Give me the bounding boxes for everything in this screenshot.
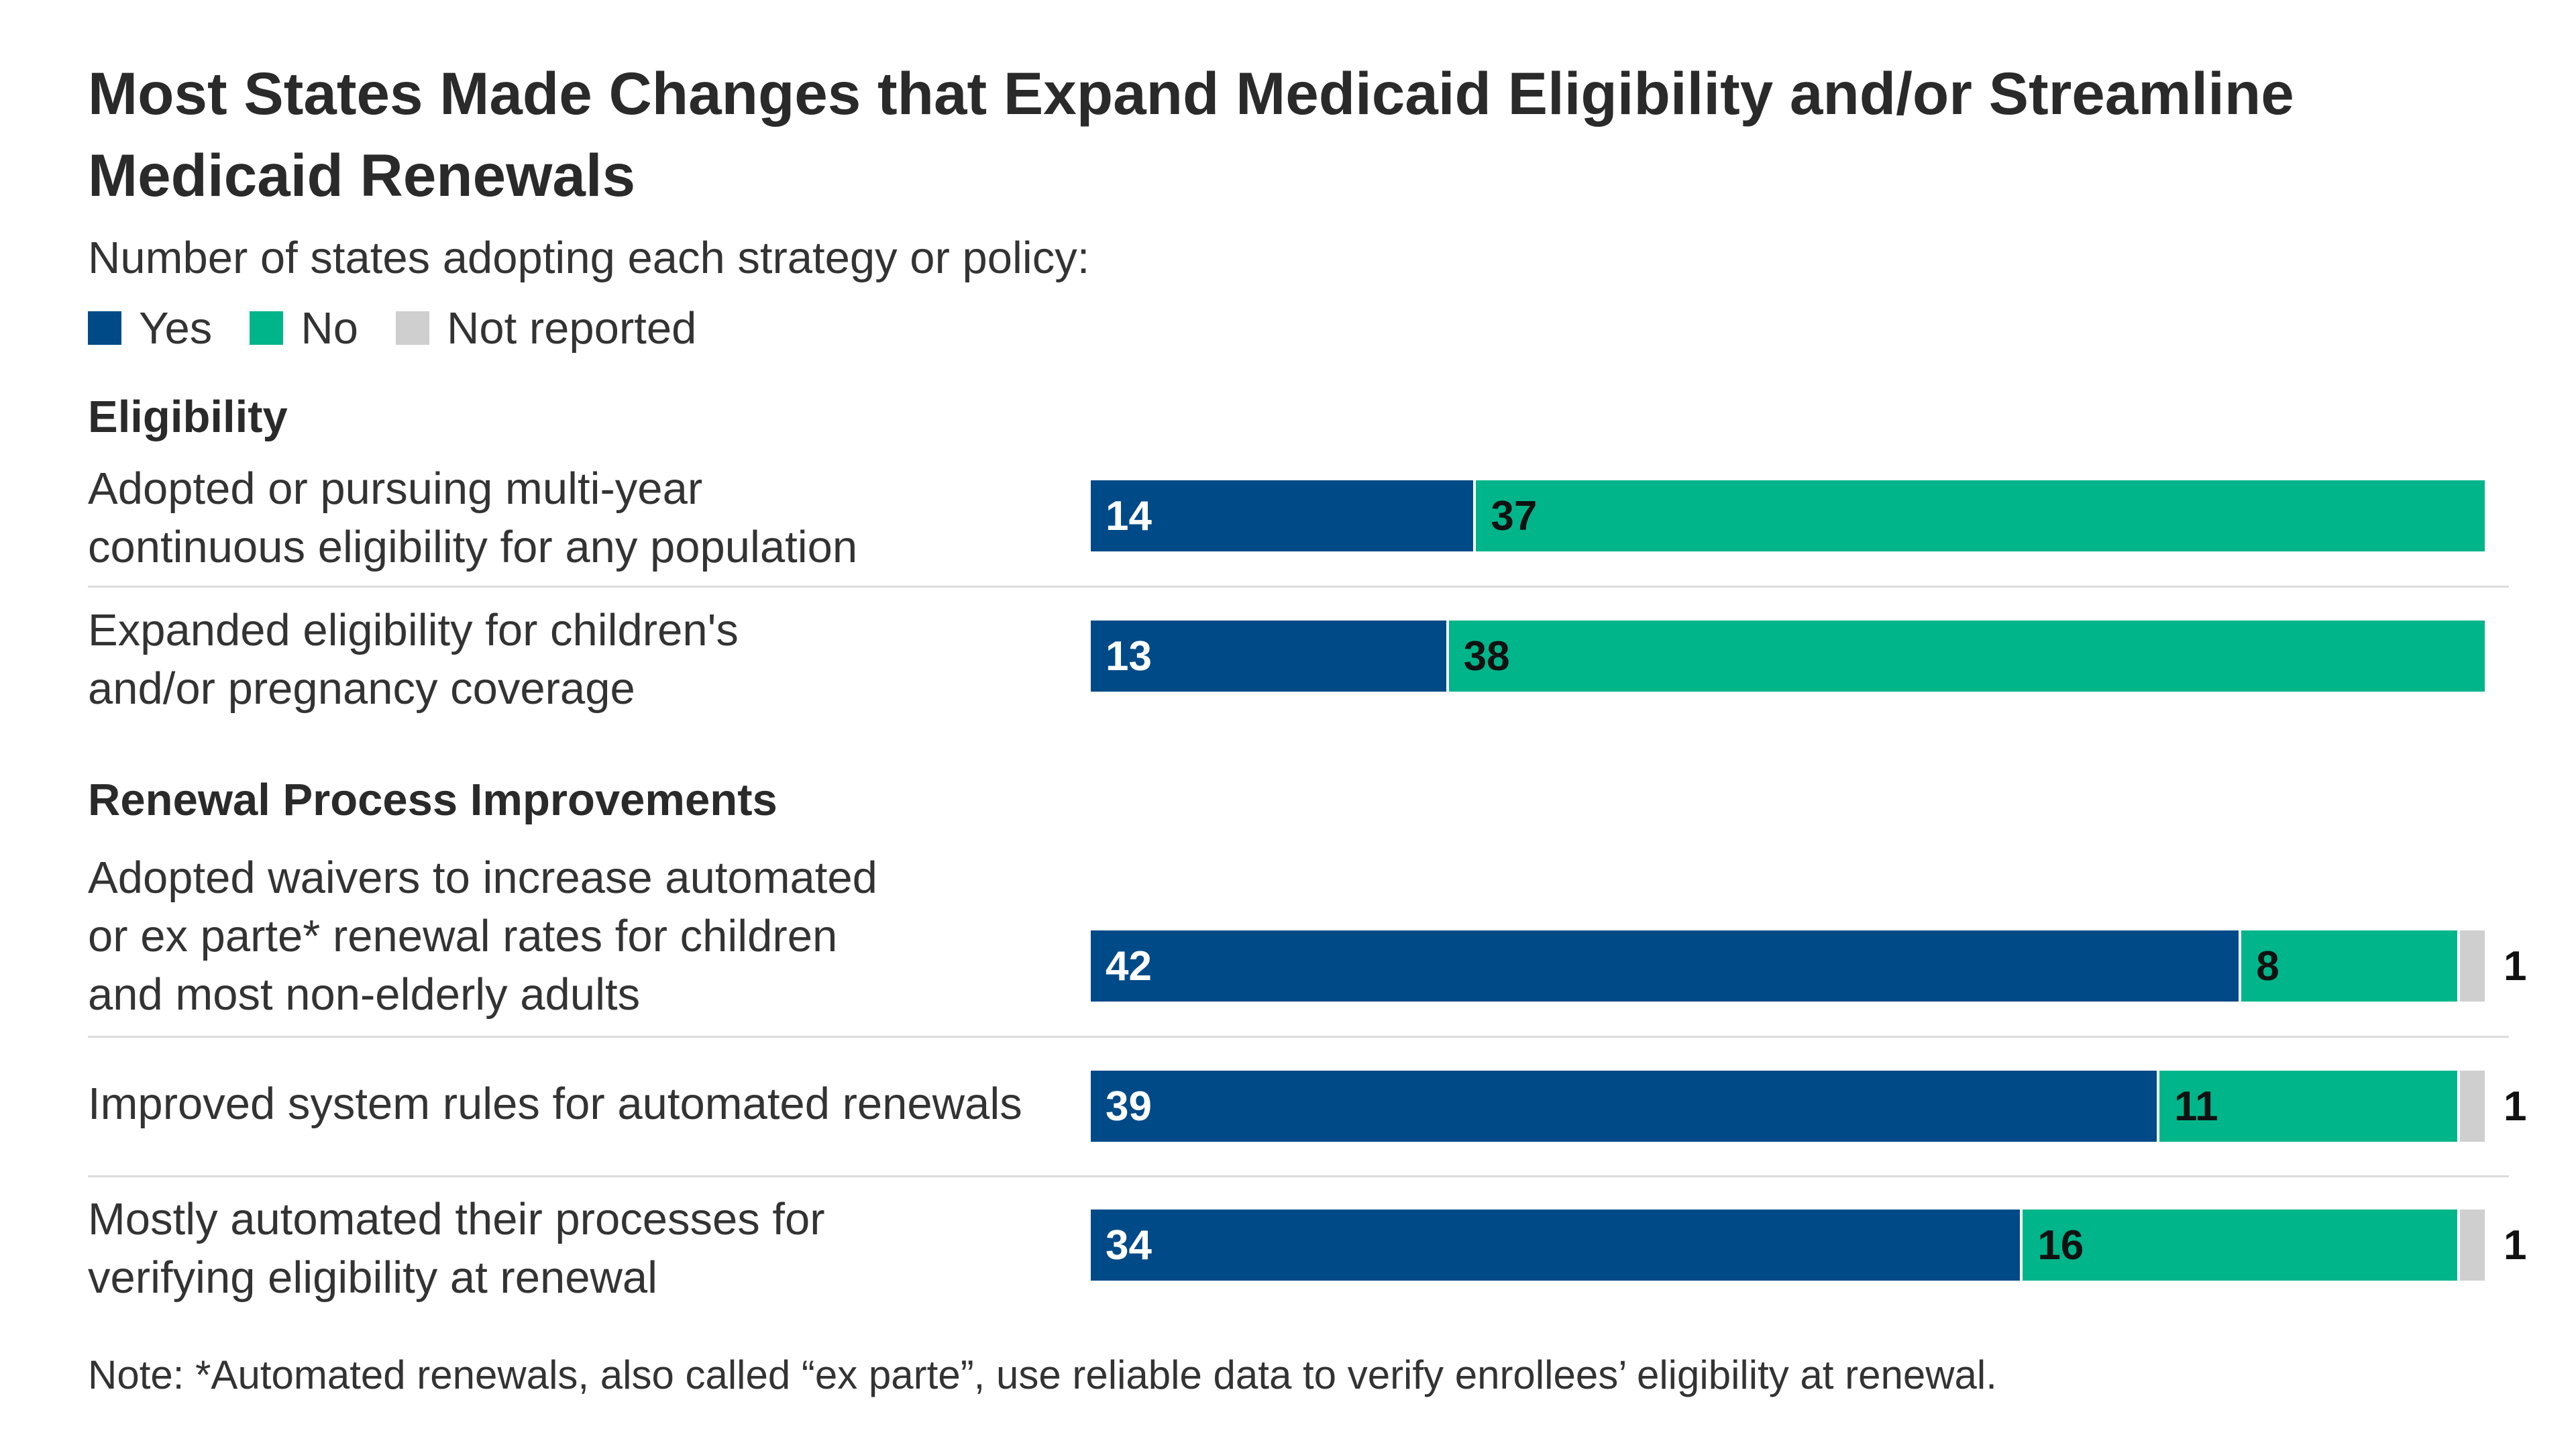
data-label-no: 8: [2256, 943, 2279, 989]
row-label: Mostly automated their processes for veri…: [88, 1190, 1061, 1307]
section-title: Renewal Process Improvements: [88, 775, 777, 825]
row-divider: [88, 1175, 2509, 1177]
data-label-no: 37: [1491, 492, 1538, 539]
bar-segment-not-reported: [2460, 1071, 2485, 1142]
data-label-yes: 34: [1106, 1222, 1152, 1269]
row-divider: [88, 586, 2509, 588]
row-label-line: and most non-elderly adults: [88, 969, 641, 1020]
row-label: Adopted waivers to increase automated or …: [88, 848, 1061, 1024]
data-label-yes: 13: [1106, 633, 1152, 680]
row-label-line: Adopted or pursuing multi-year: [88, 464, 703, 514]
bar-segment-yes: 39: [1091, 1071, 2157, 1142]
row-label-line: Improved system rules for automated rene…: [88, 1079, 1022, 1129]
chart-note: Note: *Automated renewals, also called “…: [88, 1352, 1997, 1397]
bar-segment-yes: 42: [1091, 930, 2239, 1002]
legend-label-not-reported: Not reported: [446, 303, 697, 354]
row-label-line: continuous eligibility for any populatio…: [88, 522, 858, 572]
legend-swatch-not-reported: [395, 311, 429, 345]
row-label-line: Adopted waivers to increase automated: [88, 852, 877, 903]
row-label-line: Mostly automated their processes for: [88, 1194, 825, 1244]
row-label-line: and/or pregnancy coverage: [88, 663, 635, 714]
row-label: Expanded eligibility for children's and/o…: [88, 601, 1061, 718]
bar-segment-no: 16: [2023, 1210, 2458, 1281]
legend-item-not-reported: Not reported: [395, 303, 697, 354]
legend-item-yes: Yes: [88, 303, 212, 354]
row-label: Improved system rules for automated rene…: [88, 1075, 1061, 1133]
row-label-line: or ex parte* renewal rates for children: [88, 910, 838, 961]
legend-swatch-no: [250, 311, 284, 345]
row-label-line: Expanded eligibility for children's: [88, 605, 739, 655]
data-label-not-reported: 1: [2504, 1083, 2527, 1130]
data-label-no: 11: [2174, 1083, 2218, 1130]
data-label-yes: 14: [1106, 492, 1152, 539]
bar-segment-no: 37: [1476, 480, 2485, 551]
bar-segment-no: 8: [2241, 930, 2458, 1002]
row-label-line: verifying eligibility at renewal: [88, 1252, 658, 1303]
row-divider: [88, 1036, 2509, 1038]
data-label-not-reported: 1: [2504, 943, 2527, 989]
bar-segment-yes: 14: [1091, 480, 1474, 551]
bar-segment-not-reported: [2460, 1210, 2485, 1281]
data-label-no: 38: [1463, 633, 1510, 680]
row-label: Adopted or pursuing multi-year continuous…: [88, 460, 1061, 576]
legend-label-yes: Yes: [139, 303, 213, 354]
chart-subtitle: Number of states adopting each strategy …: [88, 233, 1090, 283]
legend: Yes No Not reported: [88, 298, 734, 358]
data-label-not-reported: 1: [2504, 1222, 2527, 1269]
legend-swatch-yes: [88, 311, 121, 345]
bar-segment-yes: 13: [1091, 621, 1446, 692]
bar-segment-no: 11: [2159, 1071, 2458, 1142]
bar-segment-no: 38: [1448, 621, 2485, 692]
bar-segment-not-reported: [2460, 930, 2485, 1002]
data-label-yes: 39: [1106, 1083, 1152, 1130]
legend-label-no: No: [301, 303, 358, 354]
legend-item-no: No: [250, 303, 358, 354]
section-title: Eligibility: [88, 392, 288, 442]
bar-segment-yes: 34: [1091, 1210, 2021, 1281]
data-label-no: 16: [2037, 1222, 2084, 1269]
chart-title: Most States Made Changes that Expand Med…: [88, 60, 2294, 209]
data-label-yes: 42: [1106, 943, 1152, 989]
